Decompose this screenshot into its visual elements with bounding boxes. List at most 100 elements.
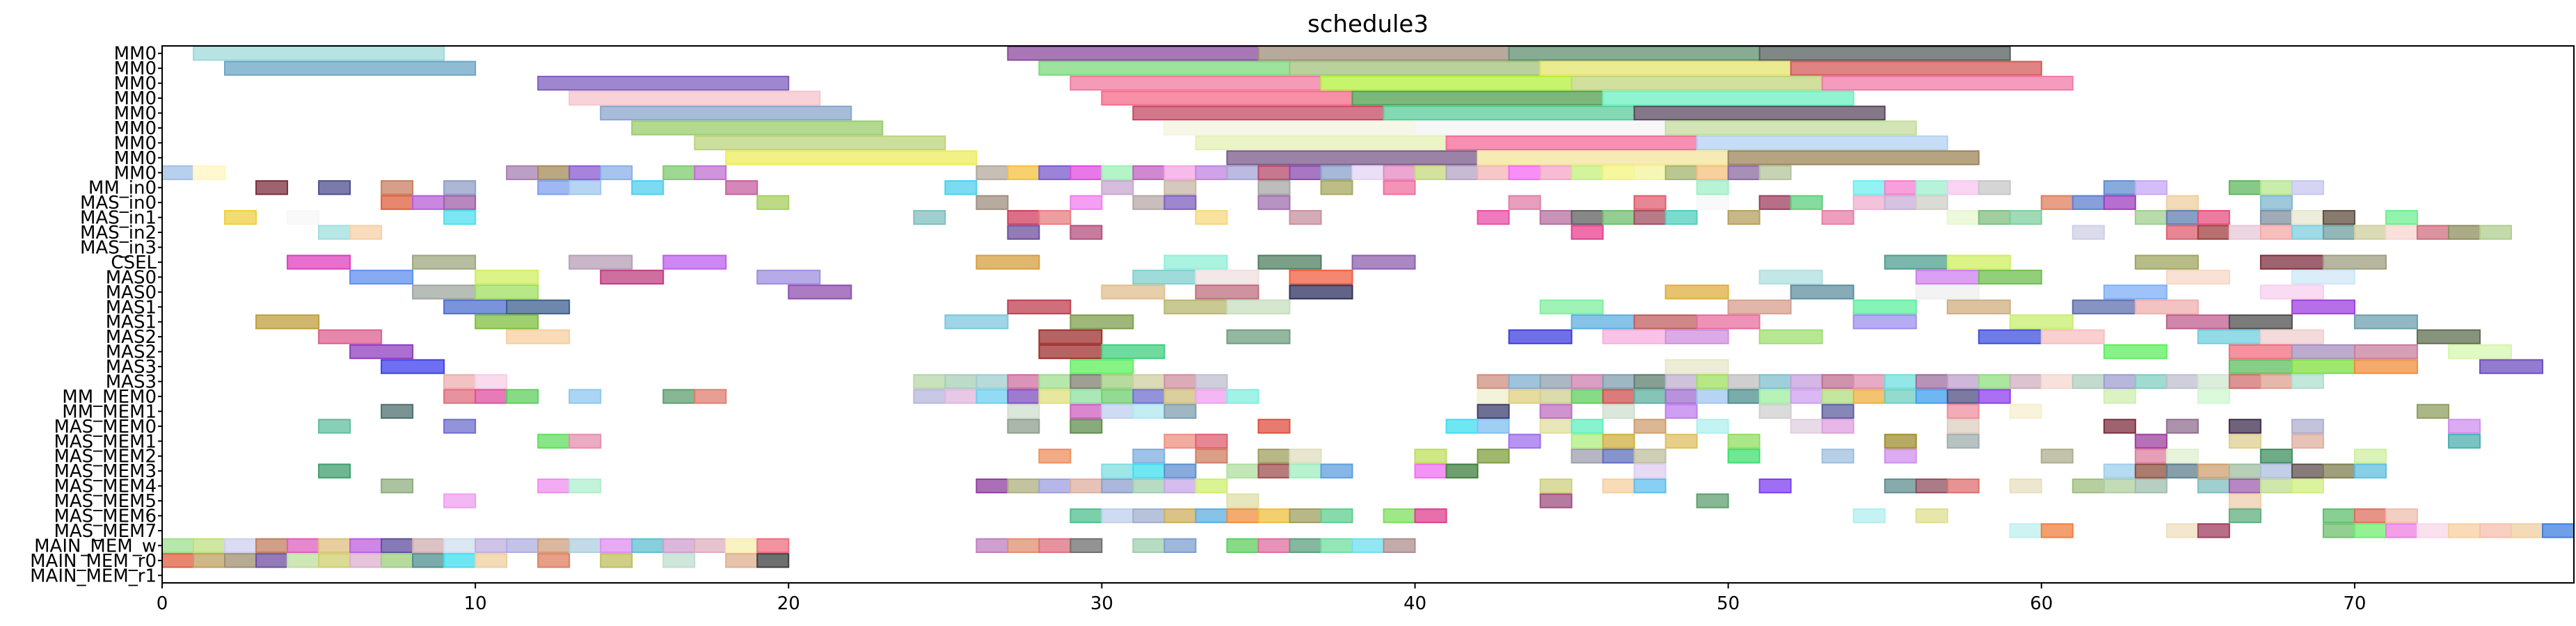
gantt-bar <box>2197 389 2230 404</box>
gantt-bar <box>1727 209 1760 225</box>
gantt-bar <box>1132 374 1166 390</box>
gantt-bar <box>1539 419 1573 434</box>
gantt-bar <box>1602 449 1635 464</box>
gantt-bar <box>1915 478 1948 494</box>
gantt-bar <box>1132 403 1166 419</box>
gantt-bar <box>1070 165 1103 180</box>
gantt-bar <box>1758 195 1792 210</box>
gantt-bar <box>1571 75 1823 91</box>
gantt-bar <box>1351 255 1416 270</box>
gantt-bar <box>600 165 633 180</box>
gantt-bar <box>1571 419 1604 434</box>
gantt-bar <box>1163 195 1197 210</box>
gantt-bar <box>2541 523 2575 538</box>
gantt-bar <box>1633 105 1886 121</box>
gantt-bar <box>1821 209 1854 225</box>
gantt-bar <box>1070 359 1134 374</box>
gantt-bar <box>569 389 602 404</box>
gantt-bar <box>506 329 571 344</box>
gantt-bar <box>1539 493 1573 508</box>
gantt-bar <box>381 180 414 195</box>
gantt-bar <box>1477 403 1510 419</box>
gantt-bar <box>475 269 539 285</box>
gantt-bar <box>2134 433 2168 449</box>
gantt-bar <box>1195 508 1228 524</box>
gantt-bar <box>506 389 539 404</box>
gantt-bar <box>1727 299 1792 314</box>
gantt-bar <box>2072 478 2105 494</box>
gantt-bar <box>569 538 602 554</box>
gantt-bar <box>1445 419 1479 434</box>
gantt-bar <box>1915 374 1948 390</box>
gantt-bar <box>1571 225 1604 240</box>
gantt-bar <box>1978 209 2011 225</box>
gantt-bar <box>1195 433 1228 449</box>
gantt-bar <box>2009 478 2042 494</box>
gantt-bar <box>1101 284 1166 300</box>
gantt-bar <box>694 389 727 404</box>
gantt-bar <box>1320 538 1353 554</box>
gantt-bar <box>2228 463 2261 479</box>
gantt-bar <box>1226 508 1259 524</box>
gantt-bar <box>1508 195 1541 210</box>
gantt-bar <box>1978 329 2042 344</box>
gantt-bar <box>224 61 477 76</box>
gantt-bar <box>349 553 383 568</box>
gantt-bar <box>1633 389 1667 404</box>
gantt-bar <box>1508 46 1760 61</box>
gantt-bar <box>224 538 257 554</box>
gantt-bar <box>2165 225 2199 240</box>
gantt-bar <box>1226 329 1291 344</box>
gantt-bar <box>1602 478 1635 494</box>
gantt-bar <box>318 329 383 344</box>
gantt-bar <box>2447 433 2481 449</box>
gantt-bar <box>1038 329 1103 344</box>
gantt-bar <box>2385 209 2418 225</box>
gantt-bar <box>1946 180 1980 195</box>
gantt-bar <box>1289 284 1353 300</box>
gantt-bar <box>1007 46 1259 61</box>
gantt-bar <box>537 165 571 180</box>
gantt-bar <box>1195 135 1447 151</box>
gantt-bar <box>1414 120 1667 136</box>
gantt-bar <box>1946 374 1980 390</box>
gantt-bar <box>1257 165 1291 180</box>
gantt-bar <box>381 195 414 210</box>
gantt-bar <box>2165 209 2199 225</box>
gantt-bar <box>1884 389 1917 404</box>
gantt-bar <box>2197 225 2230 240</box>
gantt-bar <box>2228 508 2261 524</box>
gantt-bar <box>1664 433 1698 449</box>
gantt-bar <box>2447 344 2512 360</box>
gantt-bar <box>569 165 602 180</box>
gantt-bar <box>1195 165 1228 180</box>
gantt-bar <box>1727 433 1760 449</box>
gantt-bar <box>600 538 633 554</box>
gantt-bar <box>2134 209 2168 225</box>
gantt-bar <box>976 374 1009 390</box>
gantt-bar <box>1664 374 1698 390</box>
x-tick-label: 40 <box>1404 593 1426 614</box>
x-tick-label: 60 <box>2030 593 2053 614</box>
gantt-bar <box>1289 463 1322 479</box>
gantt-bar <box>443 493 477 508</box>
y-tick-label: MM0 <box>114 118 157 139</box>
gantt-bar <box>2291 180 2324 195</box>
gantt-bar <box>2228 359 2293 374</box>
gantt-bar <box>1477 449 1510 464</box>
gantt-bar <box>2040 523 2074 538</box>
gantt-bar <box>976 165 1009 180</box>
gantt-bar <box>2259 478 2293 494</box>
gantt-bar <box>1195 389 1228 404</box>
gantt-bar <box>2416 523 2449 538</box>
gantt-bar <box>2134 463 2168 479</box>
gantt-bar <box>1790 389 1823 404</box>
gantt-bar <box>1226 150 1479 166</box>
gantt-bar <box>1758 478 1792 494</box>
gantt-bar <box>1884 433 1917 449</box>
gantt-bar <box>756 553 790 568</box>
gantt-bar <box>1351 90 1604 106</box>
gantt-bar <box>1163 538 1197 554</box>
gantt-bar <box>1257 46 1510 61</box>
gantt-bar <box>1007 478 1040 494</box>
